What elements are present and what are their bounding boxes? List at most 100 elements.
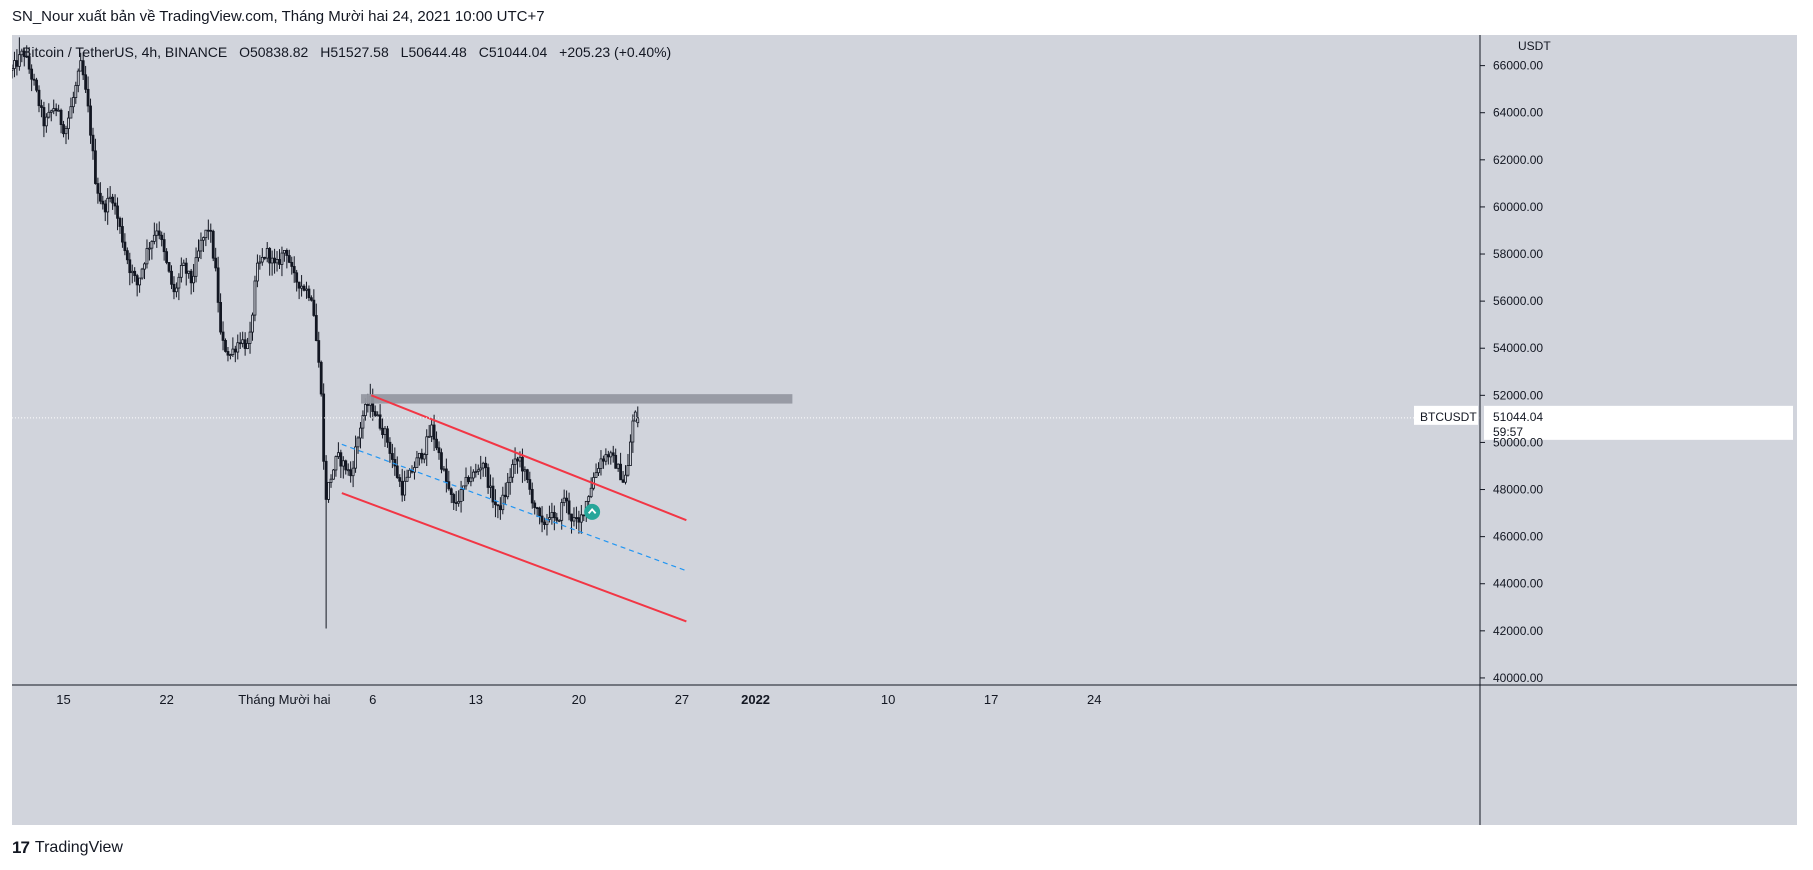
candle-body [570,513,573,522]
annotations-layer [12,394,1480,623]
price-tick-label: 52000.00 [1493,388,1543,402]
candle-body [386,428,389,443]
candle-body [319,361,323,395]
candle-body [214,257,218,269]
candle-body [579,514,583,523]
candle-body [62,124,65,135]
candle-body [393,459,397,467]
candle-body [297,281,301,289]
candle-body [138,277,142,286]
candle-body [359,427,362,439]
candle-body [602,458,605,462]
candle-body [202,237,205,241]
candle-body [199,239,203,252]
candle-body [597,468,600,474]
candle-body [314,315,318,341]
candle-body [251,314,254,333]
candle-body [40,105,43,108]
candle-body [123,241,127,252]
publish-header: SN_Nour xuất bản về TradingView.com, Thá… [12,8,545,25]
candle-body [155,230,159,236]
candle-body [292,266,296,274]
candle-body [486,467,490,488]
candle-body [511,464,515,478]
candle-body [42,107,46,127]
candle-body [452,494,456,504]
candle-body [376,414,380,417]
legend-close: C51044.04 [478,44,548,60]
candle-body [633,411,637,422]
candle-body [489,485,492,488]
tradingview-logo-icon: 17 [12,838,30,857]
candle-body [13,60,16,69]
candle-body [614,454,618,469]
candle-body [248,331,252,344]
candle-body [587,496,591,502]
candle-body [636,417,640,424]
candle-body [224,340,227,352]
time-tick-label: 17 [984,692,998,707]
candle-body [241,339,245,344]
candle-body [405,476,409,482]
candle-body [15,60,19,67]
price-label-value: 51044.04 [1493,410,1543,424]
candle-body [400,480,404,496]
candle-body [98,192,102,202]
candle-body [494,501,497,506]
candle-body [150,241,154,249]
candle-body [152,234,156,242]
candle-body [91,134,95,152]
candle-body [496,504,500,507]
candle-body [206,229,210,232]
candle-body [260,256,264,263]
axes-layer: USDT BTCUSDT 51044.04 59:57 40000.00 4200… [12,35,1797,825]
candle-body [346,469,350,472]
candle-body [243,339,247,349]
candle-body [197,250,200,259]
footer[interactable]: 17 TradingView [12,838,123,858]
candle-body [86,88,90,107]
candle-body [258,261,262,264]
time-tick-label: Tháng Mười hai [238,692,330,707]
candle-body [513,458,517,465]
candle-body [425,436,429,455]
price-tick-label: 56000.00 [1493,294,1543,308]
candle-body [187,270,191,274]
candle-body [116,205,119,219]
candle-body [221,331,225,341]
candle-body [287,255,291,263]
candle-body [282,250,286,254]
candle-body [611,452,615,456]
candle-body [508,476,512,483]
candle-body [339,452,343,467]
candle-body [525,469,529,480]
time-tick-label: 22 [159,692,173,707]
candle-body [172,283,176,293]
legend-low: L50644.48 [400,44,467,60]
candle-body [464,476,468,487]
candle-body [236,342,240,353]
candle-body [256,262,259,282]
candle-body [354,446,357,469]
candle-body [577,517,581,523]
candle-body [550,512,554,519]
candle-body [589,487,593,498]
candle-body [476,469,480,472]
candle-body [79,60,83,72]
candle-body [332,469,335,480]
chart-canvas[interactable]: USDT BTCUSDT 51044.04 59:57 40000.00 4200… [12,35,1797,825]
candle-body [30,68,34,80]
candle-body [64,128,68,135]
price-tick-label: 58000.00 [1493,247,1543,261]
candle-body [599,458,603,469]
price-tick-label: 66000.00 [1493,59,1543,73]
time-tick-label: 20 [572,692,586,707]
candle-body [467,476,470,483]
candle-body [420,452,424,460]
candle-body [440,452,443,470]
candle-body [305,288,308,291]
candle-body [560,502,564,521]
candle-body [71,97,75,108]
chart-frame[interactable]: USDT BTCUSDT 51044.04 59:57 40000.00 4200… [12,35,1797,825]
candle-body [233,348,237,353]
